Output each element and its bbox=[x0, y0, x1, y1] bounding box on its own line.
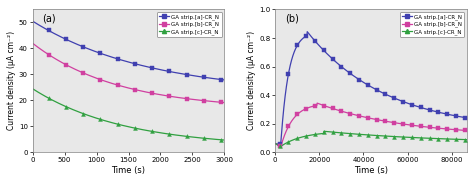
X-axis label: Time (s): Time (s) bbox=[354, 166, 388, 175]
Legend: GA strip.[a]-CR_N, GA strip.[b]-CR_N, GA strip.[c]-CR_N: GA strip.[a]-CR_N, GA strip.[b]-CR_N, GA… bbox=[400, 12, 464, 37]
Text: (b): (b) bbox=[285, 14, 299, 24]
Legend: GA strip.[a]-CR_N, GA strip.[b]-CR_N, GA strip.[c]-CR_N: GA strip.[a]-CR_N, GA strip.[b]-CR_N, GA… bbox=[157, 12, 222, 37]
X-axis label: Time (s): Time (s) bbox=[111, 166, 146, 175]
Y-axis label: Current density (μA cm⁻²): Current density (μA cm⁻²) bbox=[247, 31, 256, 130]
Text: (a): (a) bbox=[42, 14, 56, 24]
Y-axis label: Current density (μA cm⁻²): Current density (μA cm⁻²) bbox=[7, 31, 16, 130]
